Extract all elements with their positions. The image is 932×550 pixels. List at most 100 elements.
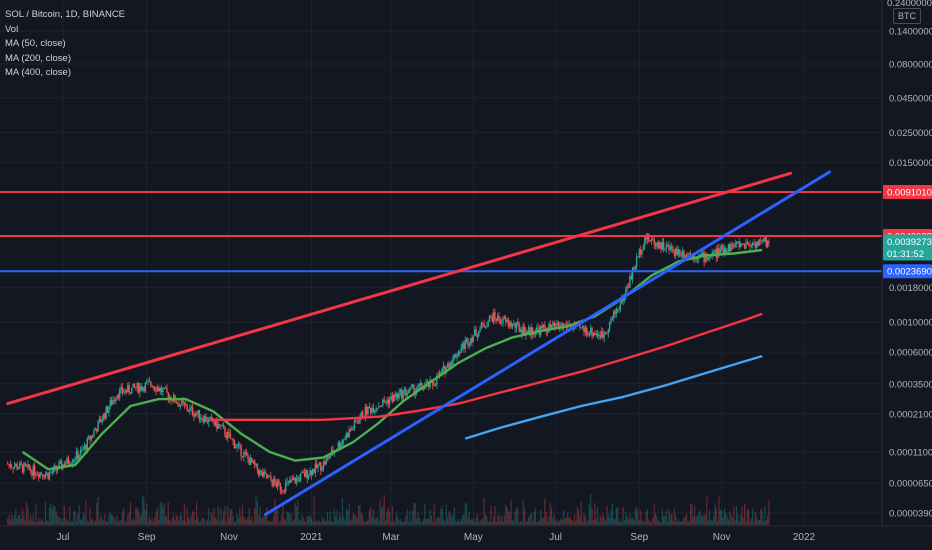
volume-bar [348, 503, 350, 525]
candle-body [689, 253, 692, 256]
time-axis[interactable]: Jul Sep Nov 2021 Mar May Jul Sep Nov 2022 [57, 532, 816, 543]
volume-bar [152, 521, 155, 525]
candle-body [449, 362, 452, 369]
volume-bar [197, 516, 199, 525]
legend-ma400[interactable]: MA (400, close) [5, 67, 71, 78]
volume-bar [684, 516, 686, 525]
candle-body [726, 251, 728, 254]
candle-body [262, 472, 264, 477]
volume-bar [544, 498, 546, 525]
legend-ma50[interactable]: MA (50, close) [5, 38, 66, 49]
price-axis[interactable]: 0.1400000 0.0800000 0.0450000 0.0250000 0.01… [889, 27, 932, 520]
volume-bar [476, 513, 478, 525]
candle-body [233, 440, 236, 449]
volume-bar [147, 521, 149, 525]
price-tag-label: 0.0091010 [887, 188, 932, 199]
candle-body [455, 354, 457, 358]
volume-bar [748, 509, 750, 525]
candle-body [383, 399, 385, 402]
volume-bar [644, 521, 646, 525]
volume-bar [683, 517, 685, 525]
volume-bar [201, 517, 203, 525]
volume-bar [443, 519, 445, 525]
volume-bar [96, 502, 98, 525]
candle-body [39, 472, 41, 478]
trend-line[interactable] [6, 171, 793, 406]
candle-body [541, 325, 543, 329]
candle-body [722, 245, 724, 255]
volume-bar [460, 519, 462, 525]
volume-bar [264, 515, 267, 525]
y-tick-label: 0.0003500 [889, 379, 932, 390]
candle-body [676, 248, 678, 255]
volume-bar [356, 517, 358, 525]
volume-bar [220, 507, 222, 525]
candle-body [217, 424, 219, 429]
volume-bar [74, 511, 76, 525]
candle-body [702, 252, 704, 255]
candle-body [280, 490, 283, 492]
volume-bar [295, 506, 298, 525]
candle-body [688, 253, 690, 254]
candle-body [42, 474, 44, 477]
volume-bar [117, 521, 119, 525]
legend-vol[interactable]: Vol [5, 23, 19, 35]
volume-bar [619, 519, 622, 525]
currency-badge[interactable]: BTC [893, 8, 921, 24]
volume-bar [367, 519, 369, 525]
candle-body [472, 335, 475, 342]
volume-bar [235, 520, 237, 525]
volume-bar [240, 516, 242, 525]
candle-body [603, 333, 605, 338]
candle-body [143, 387, 145, 392]
volume-bar [541, 517, 543, 525]
volume-bar [101, 519, 103, 525]
volume-bar [112, 515, 114, 525]
legend-symbol[interactable]: SOL / Bitcoin, 1D, BINANCE [5, 9, 126, 20]
candle-body [557, 322, 560, 327]
volume-bar [572, 521, 574, 525]
candle-body [637, 256, 639, 258]
candle-body [158, 387, 160, 392]
horizontal-lines[interactable] [0, 191, 882, 273]
volume-bar [43, 521, 45, 525]
candle-body [733, 245, 735, 247]
volume-bar [540, 510, 542, 525]
candle-body [190, 407, 192, 408]
candle-body [475, 329, 477, 337]
candle-body [642, 246, 645, 250]
volume-bar [371, 516, 373, 525]
candle-body [185, 404, 187, 406]
candle-body [372, 407, 375, 413]
candle-body [371, 407, 373, 413]
volume-bar [613, 519, 615, 525]
candle-body [29, 468, 32, 471]
volume-bar [231, 508, 233, 525]
candle-body [757, 241, 759, 246]
candle-body [36, 474, 39, 476]
candle-body [87, 436, 90, 439]
candle-body [175, 402, 178, 404]
volume-bar [407, 521, 410, 525]
candle-body [668, 244, 670, 251]
candle-body [465, 338, 468, 341]
trend-lines[interactable] [6, 170, 832, 517]
volume-bar [32, 513, 34, 525]
candle-body [74, 459, 76, 461]
candle-body [264, 471, 267, 474]
volume-bar [339, 512, 341, 525]
legend-ma200[interactable]: MA (200, close) [5, 52, 71, 64]
volume-bar [690, 503, 692, 525]
trend-line[interactable] [263, 170, 832, 517]
volume-bar [438, 518, 441, 525]
candle-body [599, 335, 601, 338]
volume-bar [155, 510, 157, 525]
candle-body [550, 325, 553, 328]
volume-bar [530, 512, 532, 525]
volume-bar [519, 521, 522, 525]
volume-bar [164, 515, 167, 525]
volume-bar [217, 506, 219, 525]
candle-body [687, 253, 689, 257]
volume-bar [468, 511, 470, 525]
